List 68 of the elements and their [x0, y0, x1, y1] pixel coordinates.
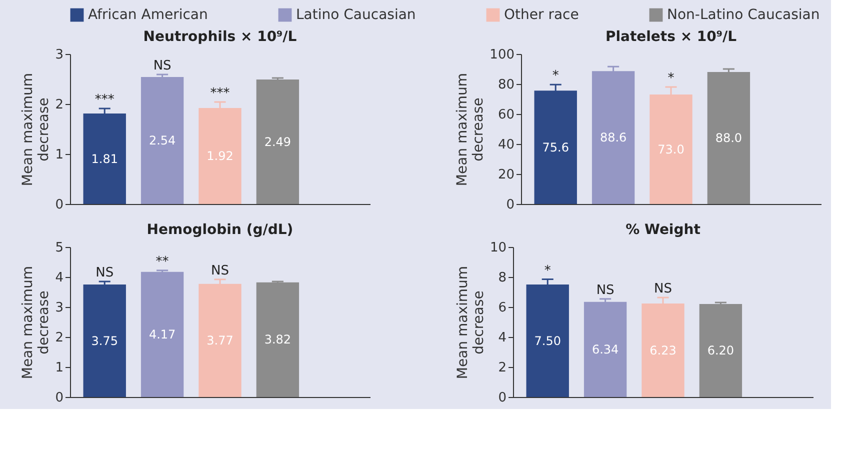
annotation: *: [544, 263, 552, 278]
y-tick-label: 40: [498, 138, 514, 152]
y-tick-label: 6: [498, 300, 506, 316]
y-tick-label: 2: [55, 330, 64, 346]
y-axis-title: Mean maximum decrease: [454, 72, 487, 186]
data-label: 6.34: [592, 342, 619, 356]
annotation: NS: [153, 58, 172, 74]
annotation: NS: [596, 282, 614, 298]
y-axis-title: Mean maximum decrease: [20, 72, 52, 186]
bar: [584, 302, 627, 397]
y-tick-label: 5: [55, 240, 64, 256]
y-tick-label: 0: [55, 390, 64, 406]
bar: [140, 77, 184, 204]
bar: [592, 71, 635, 204]
y-tick-label: 1: [55, 360, 64, 376]
legend-label: Non-Latino Caucasian: [667, 7, 820, 23]
data-label: 75.6: [542, 140, 569, 154]
annotation: *: [668, 71, 675, 86]
data-label: 3.75: [91, 334, 118, 348]
y-tick-label: 100: [490, 48, 514, 62]
y-tick-label: 0: [55, 198, 64, 212]
y-tick-label: 80: [498, 78, 514, 92]
data-label: 4.17: [148, 327, 176, 342]
data-label: 7.50: [534, 334, 561, 348]
annotation: *: [552, 68, 560, 84]
annotation: ***: [94, 92, 115, 108]
data-label: 6.20: [707, 344, 734, 358]
y-tick-label: 4: [55, 270, 64, 286]
y-tick-label: 0: [498, 390, 506, 406]
legend-label: Latino Caucasian: [296, 7, 416, 23]
y-tick-label: 4: [498, 330, 506, 346]
y-tick-label: 0: [506, 198, 514, 212]
annotation: ***: [210, 86, 230, 101]
data-label: 1.92: [206, 149, 234, 163]
data-label: 2.49: [264, 134, 292, 149]
y-tick-label: 2: [55, 98, 64, 112]
legend-label: African American: [88, 7, 208, 23]
chart-title: Neutrophils × 10⁹/L: [143, 29, 297, 45]
annotation: NS: [96, 266, 114, 280]
bar: [83, 114, 126, 204]
bar: [256, 80, 300, 204]
annotation: NS: [211, 263, 229, 278]
y-tick-label: 8: [498, 270, 506, 286]
y-tick-label: 20: [498, 168, 514, 182]
y-tick-label: 2: [498, 360, 506, 376]
chart-title: % Weight: [626, 222, 701, 238]
y-axis-title: Mean maximum decrease: [20, 266, 52, 380]
y-tick-label: 3: [55, 300, 64, 316]
legend-label: Other race: [504, 7, 579, 23]
data-label: 73.0: [658, 142, 684, 156]
chart-title: Hemoglobin (g/dL): [146, 222, 294, 238]
chart-title: Platelets × 10⁹/L: [605, 29, 737, 45]
data-label: 1.81: [91, 152, 118, 166]
annotation: NS: [654, 282, 672, 297]
bar: [699, 304, 742, 397]
data-label: 88.0: [715, 131, 742, 145]
y-axis-title: Mean maximum decrease: [454, 266, 487, 380]
annotation: **: [156, 254, 170, 270]
data-label: 88.6: [600, 130, 627, 145]
data-label: 2.54: [148, 134, 176, 148]
y-tick-label: 60: [498, 108, 514, 122]
data-label: 3.82: [264, 332, 292, 347]
y-tick-label: 10: [490, 240, 506, 256]
data-label: 6.23: [650, 343, 676, 358]
y-tick-label: 1: [55, 148, 64, 162]
bar: [707, 72, 750, 204]
y-tick-label: 3: [55, 48, 64, 62]
data-label: 3.77: [206, 333, 234, 348]
